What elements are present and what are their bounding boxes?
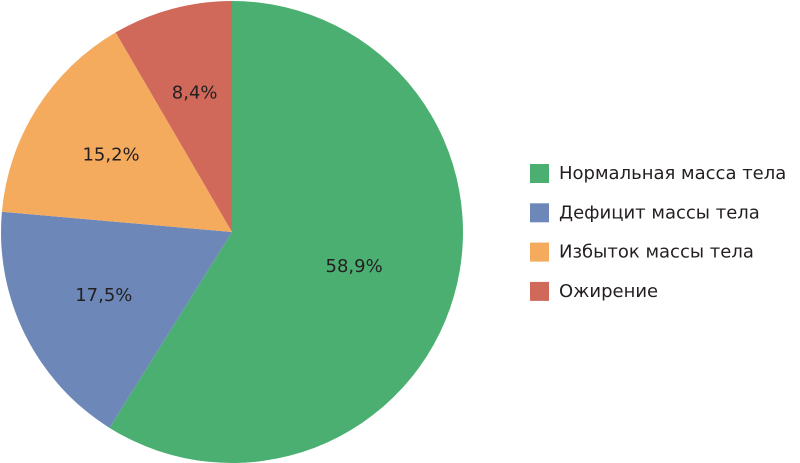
slice-label: 17,5%: [75, 285, 132, 306]
pie-slice: [109, 1, 464, 463]
legend-swatch: [530, 281, 549, 301]
legend-swatch: [530, 203, 549, 223]
pie-slice: [0, 211, 232, 428]
slice-label: 8,4%: [172, 83, 218, 104]
legend-label: Ожирение: [559, 281, 658, 302]
legend-label: Избыток массы тела: [559, 242, 754, 263]
pie-slice: [115, 1, 232, 232]
slice-label: 15,2%: [82, 144, 139, 165]
legend-swatch: [530, 242, 549, 262]
legend-swatch: [530, 164, 549, 183]
pie-slice: [1, 32, 232, 233]
legend-label: Дефицит массы тела: [559, 202, 760, 223]
legend-label: Нормальная масса тела: [559, 163, 786, 184]
slice-label: 58,9%: [326, 256, 383, 277]
